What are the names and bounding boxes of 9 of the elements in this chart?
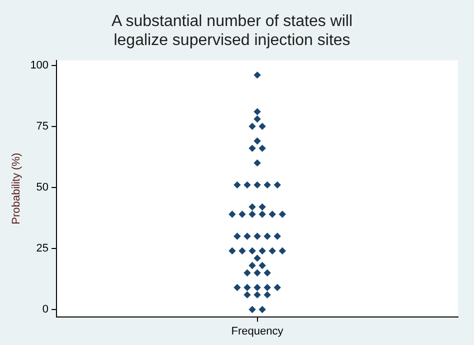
y-tick-label: 25 [36,242,49,254]
y-tick-label: 75 [36,120,49,132]
y-tick-label: 0 [42,304,49,316]
y-axis-title: Probability (%) [10,152,23,224]
text: A substantial number of states will [111,13,353,30]
x-tick-label: Frequency [231,325,284,338]
y-tick-label: 100 [30,59,49,72]
text: legalize supervised injection sites [114,32,350,50]
y-tick-label: 50 [36,181,49,194]
